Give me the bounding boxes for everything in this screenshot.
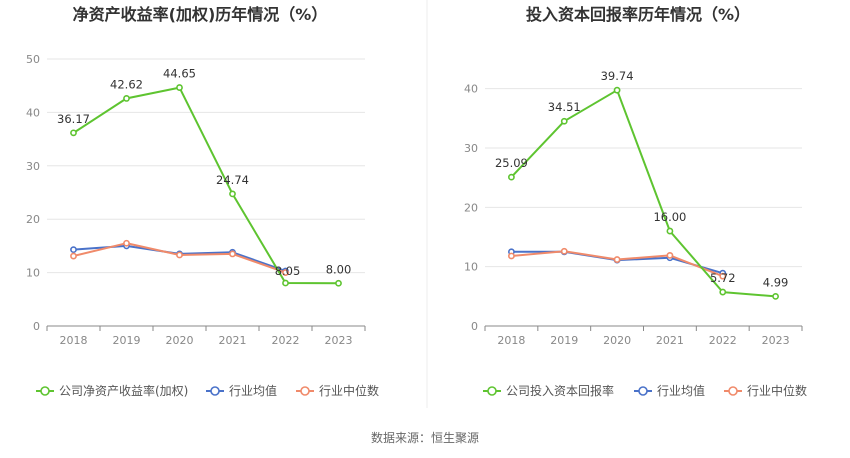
data-label: 36.17 bbox=[57, 112, 90, 126]
data-point bbox=[560, 247, 568, 255]
y-tick-label: 30 bbox=[464, 142, 478, 155]
y-tick-label: 30 bbox=[26, 160, 40, 173]
data-point bbox=[613, 86, 621, 94]
y-tick-label: 20 bbox=[26, 213, 40, 226]
x-tick-label: 2019 bbox=[550, 334, 578, 347]
legend-swatch-marker bbox=[728, 386, 738, 396]
chart-title: 净资产收益率(加权)历年情况（%） bbox=[73, 5, 328, 24]
data-point bbox=[613, 256, 621, 263]
x-tick-label: 2022 bbox=[709, 334, 737, 347]
data-label: 39.74 bbox=[601, 69, 634, 83]
data-label: 4.99 bbox=[763, 275, 789, 289]
legend-label: 公司投入资本回报率 bbox=[506, 383, 614, 398]
x-tick-label: 2020 bbox=[166, 334, 194, 347]
data-point bbox=[176, 84, 183, 91]
data-label: 8.00 bbox=[326, 262, 352, 276]
series-line bbox=[73, 244, 286, 272]
x-tick-label: 2021 bbox=[656, 334, 684, 347]
data-point bbox=[229, 250, 236, 258]
y-tick-label: 10 bbox=[26, 267, 40, 280]
data-label: 34.51 bbox=[548, 100, 581, 114]
legend-label: 行业均值 bbox=[657, 383, 705, 398]
x-tick-label: 2023 bbox=[762, 334, 790, 347]
data-point bbox=[508, 252, 515, 260]
legend-label: 行业均值 bbox=[229, 383, 277, 398]
data-point bbox=[666, 227, 674, 235]
legend-item: 行业均值 bbox=[206, 383, 277, 398]
data-point bbox=[70, 246, 77, 254]
data-point bbox=[70, 129, 77, 137]
data-point bbox=[719, 272, 727, 280]
data-point bbox=[282, 269, 289, 276]
data-point bbox=[719, 288, 727, 296]
data-point bbox=[560, 117, 568, 125]
legend-swatch-marker bbox=[210, 386, 220, 396]
legend-swatch-marker bbox=[40, 386, 50, 396]
legend-swatch-marker bbox=[300, 386, 310, 396]
roe-chart: 净资产收益率(加权)历年情况（%） 0 10 20 30 40 50 2018 2019 2020… bbox=[26, 5, 379, 398]
data-label: 16.00 bbox=[653, 210, 686, 224]
y-tick-label: 40 bbox=[26, 106, 40, 119]
legend-item: 公司净资产收益率(加权) bbox=[36, 383, 188, 398]
y-tick-label: 10 bbox=[464, 261, 478, 274]
y-tick-label: 0 bbox=[33, 320, 40, 333]
x-tick-label: 2018 bbox=[497, 334, 525, 347]
legend-swatch-marker bbox=[638, 386, 648, 396]
legend-item: 行业均值 bbox=[634, 383, 705, 398]
data-point bbox=[70, 252, 77, 260]
data-point bbox=[176, 251, 183, 259]
data-point bbox=[772, 292, 779, 300]
data-point bbox=[666, 251, 674, 259]
x-tick-label: 2023 bbox=[325, 334, 353, 347]
data-label: 5.72 bbox=[710, 271, 736, 285]
x-tick-label: 2018 bbox=[60, 334, 88, 347]
series-line bbox=[72, 86, 339, 285]
data-point bbox=[123, 239, 130, 247]
data-point bbox=[335, 279, 342, 287]
y-tick-label: 40 bbox=[464, 83, 478, 96]
legend-label: 公司净资产收益率(加权) bbox=[59, 383, 188, 398]
data-point bbox=[229, 190, 236, 198]
legend-item: 公司投入资本回报率 bbox=[483, 383, 614, 398]
x-tick-label: 2022 bbox=[272, 334, 300, 347]
data-point bbox=[282, 279, 289, 287]
data-label: 8.05 bbox=[275, 264, 301, 278]
legend-item: 行业中位数 bbox=[724, 383, 807, 398]
legend-item: 行业中位数 bbox=[296, 383, 379, 398]
x-tick-label: 2020 bbox=[603, 334, 631, 347]
data-point bbox=[123, 95, 130, 102]
data-label: 24.74 bbox=[216, 173, 249, 187]
data-label: 42.62 bbox=[110, 77, 143, 91]
y-tick-label: 20 bbox=[464, 201, 478, 214]
y-tick-label: 50 bbox=[26, 53, 40, 66]
roic-chart: 投入资本回报率历年情况（%） 0 10 20 30 40 2018 2019 2020 2021 2… bbox=[464, 5, 807, 398]
data-label: 44.65 bbox=[163, 67, 196, 81]
source-note: 数据来源：恒生聚源 bbox=[371, 430, 479, 445]
data-point bbox=[508, 173, 515, 181]
legend-label: 行业中位数 bbox=[319, 383, 379, 398]
series-line bbox=[510, 89, 776, 298]
legend-label: 行业中位数 bbox=[747, 383, 807, 398]
x-tick-label: 2021 bbox=[219, 334, 247, 347]
chart-title: 投入资本回报率历年情况（%） bbox=[526, 5, 750, 24]
y-tick-label: 0 bbox=[471, 320, 478, 333]
x-tick-label: 2019 bbox=[113, 334, 141, 347]
data-label: 25.09 bbox=[495, 156, 528, 170]
legend-swatch-marker bbox=[487, 386, 497, 396]
